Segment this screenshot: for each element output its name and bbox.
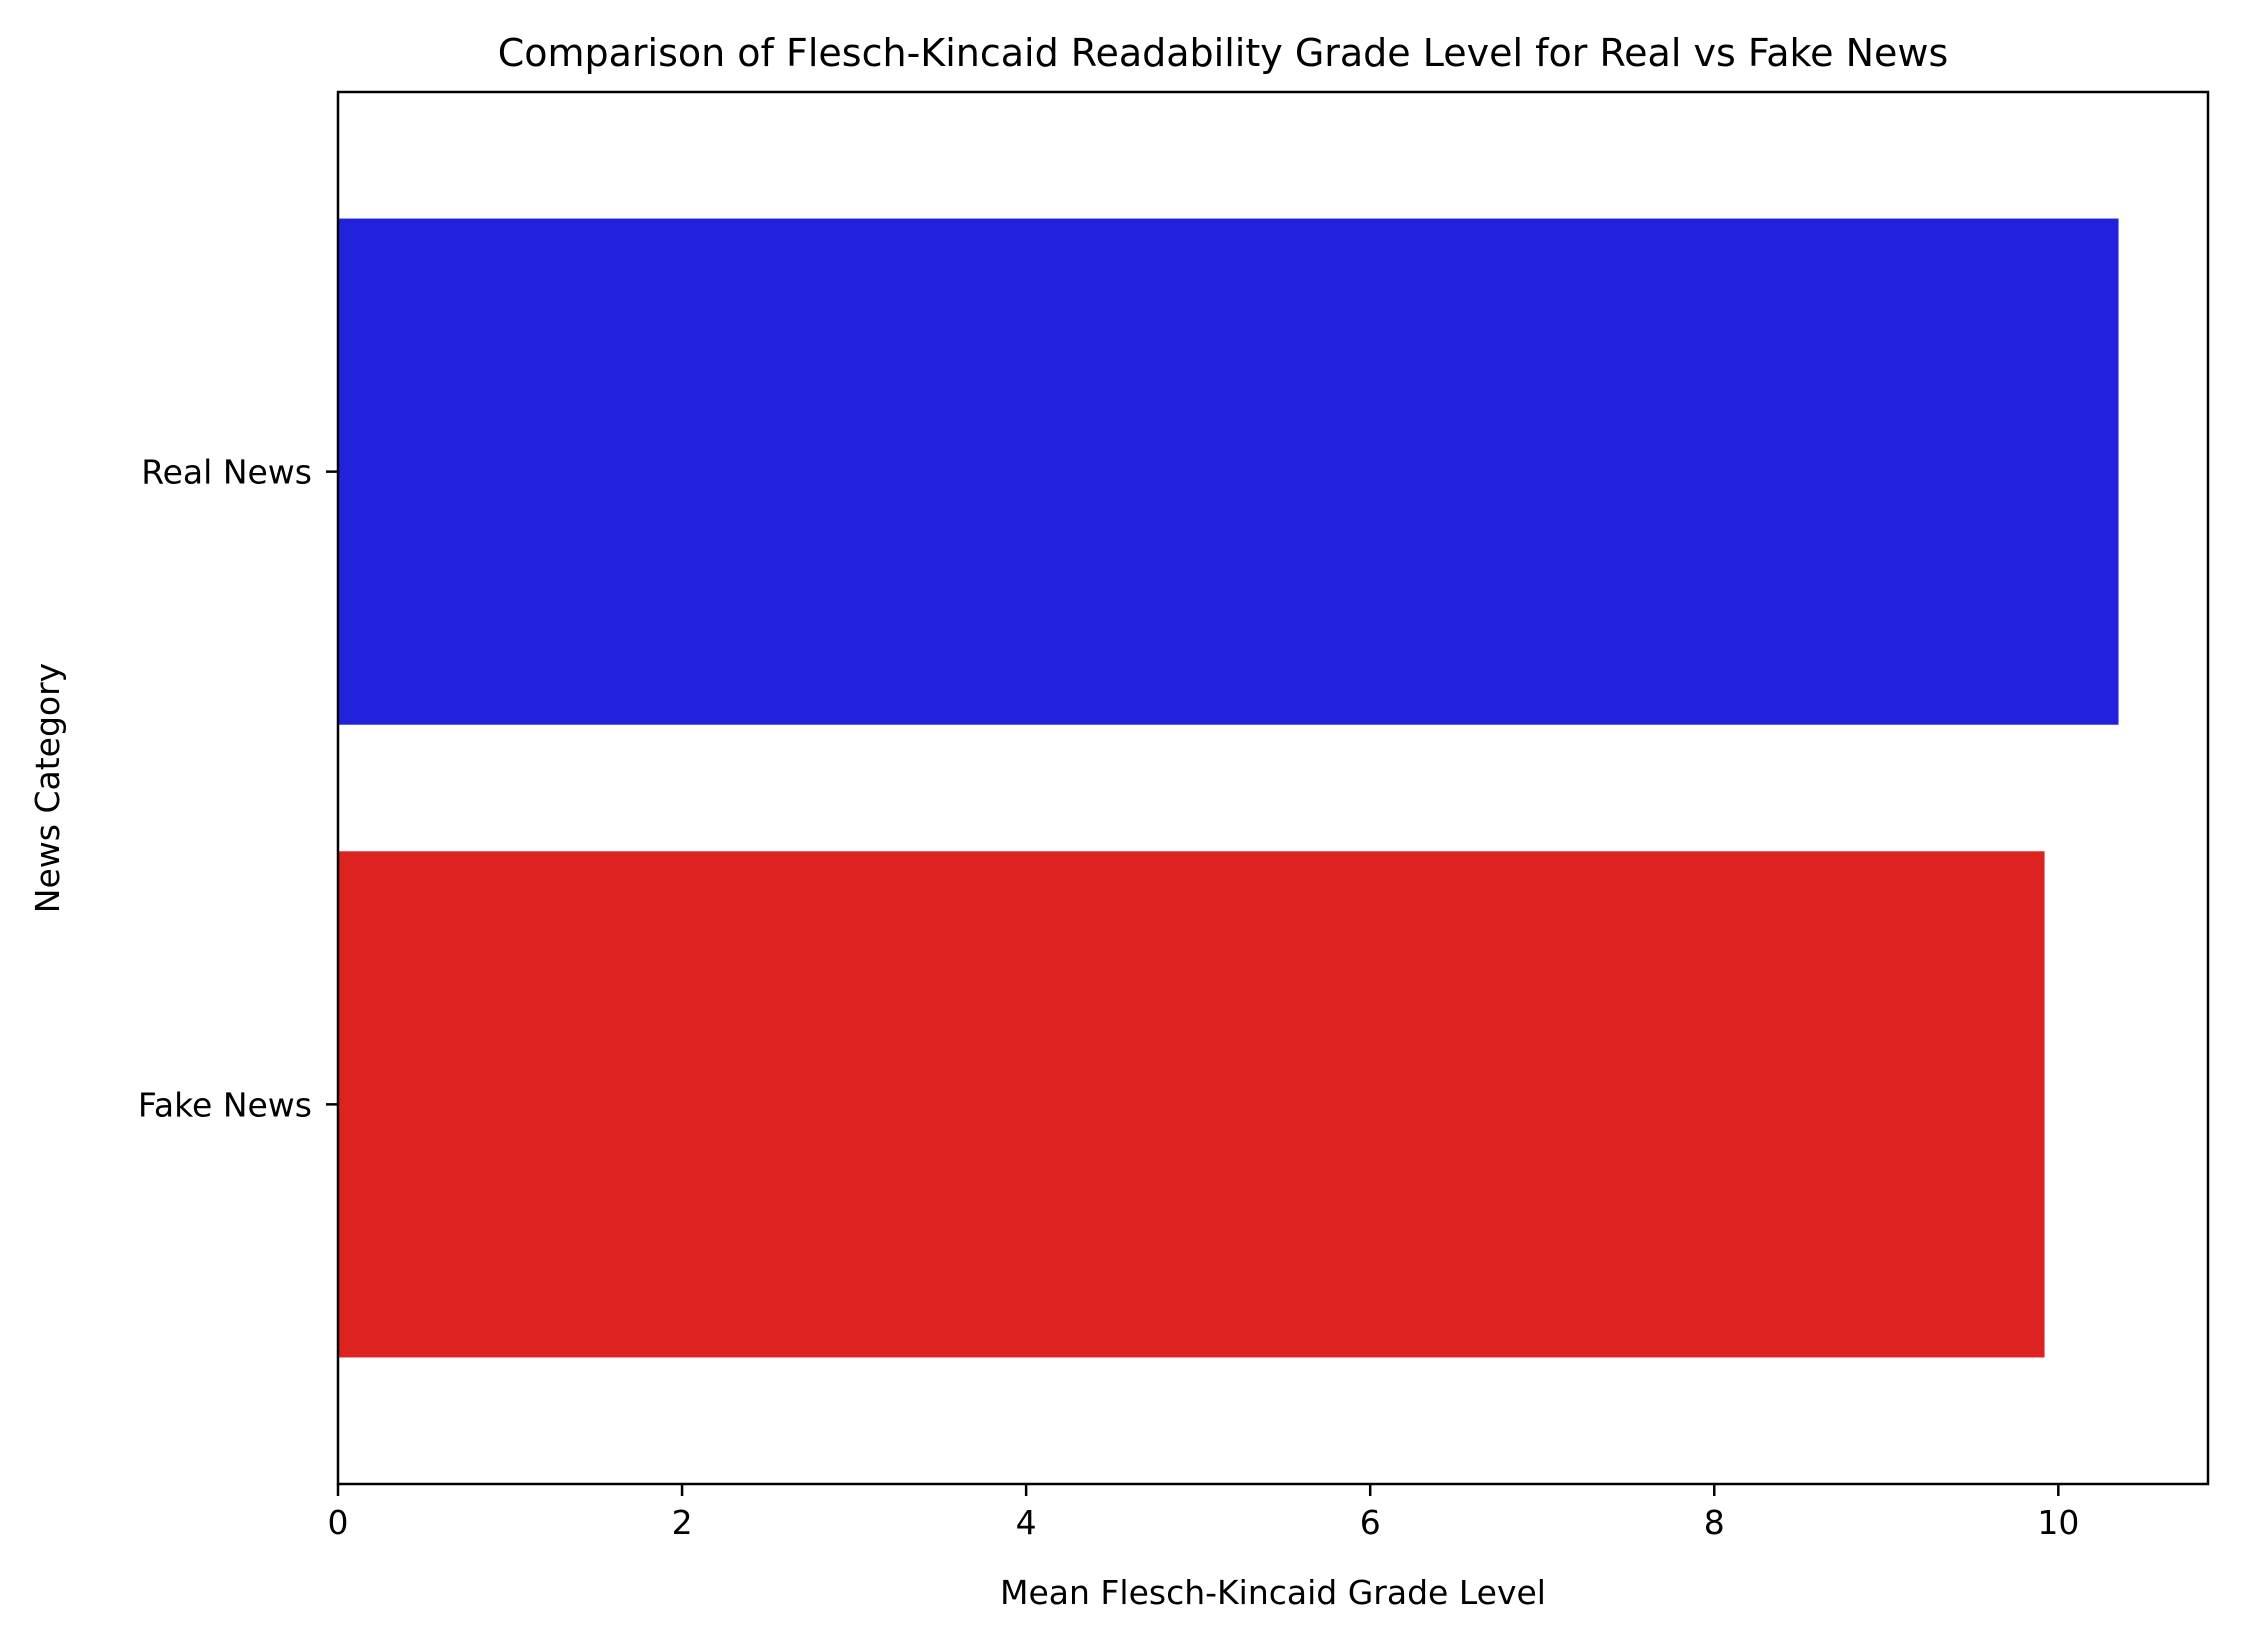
bars-group — [338, 218, 2119, 1358]
y-tick-label: Real News — [141, 453, 312, 492]
x-tick-label: 8 — [1704, 1503, 1725, 1542]
x-tick-label: 6 — [1360, 1503, 1381, 1542]
chart-title: Comparison of Flesch-Kincaid Readability… — [498, 31, 1949, 75]
y-axis-label: News Category — [28, 663, 67, 913]
x-tick-label: 10 — [2037, 1503, 2079, 1542]
plot-frame — [336, 90, 2210, 1486]
bar-fake-news — [338, 851, 2045, 1358]
x-tick-label: 2 — [672, 1503, 693, 1542]
x-axis-label: Mean Flesch-Kincaid Grade Level — [1000, 1573, 1546, 1612]
x-tick-label: 4 — [1016, 1503, 1037, 1542]
y-axis-ticks: Real News Fake News — [138, 453, 338, 1124]
y-tick-label: Fake News — [138, 1085, 312, 1124]
x-axis-ticks: 0 2 4 6 8 10 — [328, 1484, 2079, 1542]
bar-real-news — [338, 218, 2119, 725]
x-tick-label: 0 — [328, 1503, 349, 1542]
